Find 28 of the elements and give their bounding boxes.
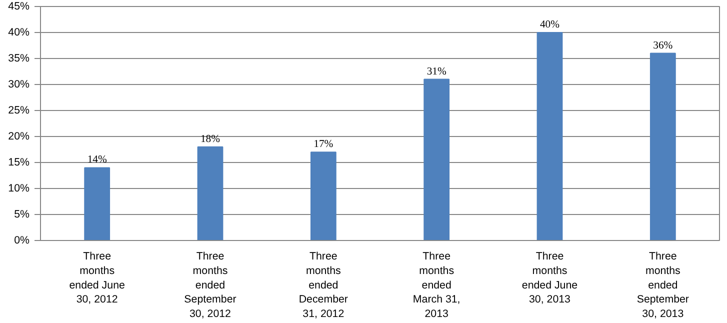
y-tick-label: 10% xyxy=(8,182,30,194)
x-tick-label: Three months ended September 30, 2012 xyxy=(184,250,237,320)
bar xyxy=(197,146,224,240)
bar xyxy=(650,52,676,240)
y-tick-label: 5% xyxy=(14,208,30,220)
y-tick-label: 45% xyxy=(8,0,30,12)
x-tick-label: Three months ended December 31, 2012 xyxy=(298,250,348,320)
y-tick-label: 15% xyxy=(8,156,30,168)
y-tick-label: 0% xyxy=(14,234,30,246)
bar xyxy=(536,32,563,240)
x-tick-label: Three months ended September 30, 2013 xyxy=(636,250,690,320)
y-tick-label: 40% xyxy=(8,26,30,38)
data-label: 36% xyxy=(653,40,673,52)
y-tick-label: 35% xyxy=(8,52,30,64)
data-label: 17% xyxy=(314,139,334,150)
y-tick-label: 20% xyxy=(8,130,30,142)
bar xyxy=(424,78,450,240)
y-tick-label: 25% xyxy=(8,104,30,116)
x-tick-label: Three months ended June 30, 2013 xyxy=(522,250,578,306)
data-label: 18% xyxy=(200,134,220,145)
data-label: 40% xyxy=(540,20,560,30)
x-tick-label: Three months ended June 30, 2012 xyxy=(69,250,126,306)
y-tick-label: 30% xyxy=(8,78,30,90)
x-tick-label: Three months ended March 31, 2013 xyxy=(412,250,460,320)
bar xyxy=(84,167,110,240)
bar xyxy=(310,152,336,240)
data-label: 31% xyxy=(426,66,446,78)
data-label: 14% xyxy=(87,154,107,166)
